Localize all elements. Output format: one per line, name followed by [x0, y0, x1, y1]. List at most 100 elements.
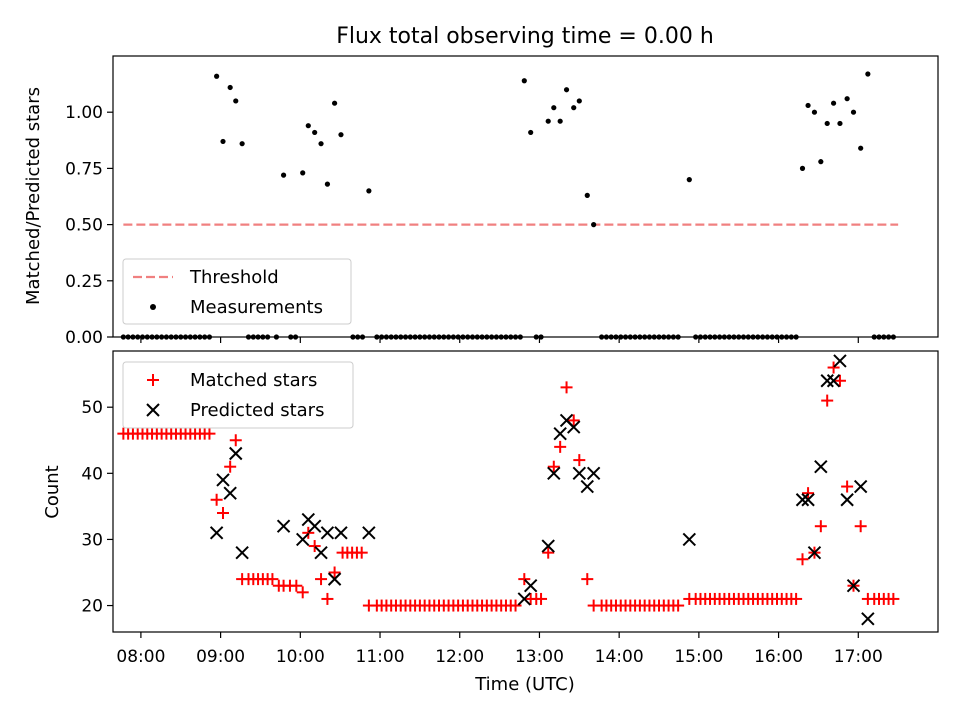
predicted-star-marker: [807, 545, 822, 560]
matched-star-marker: [821, 394, 834, 407]
predicted-star-marker: [296, 532, 310, 547]
predicted-star-marker: [223, 486, 237, 500]
predicted-star-marker: [801, 493, 815, 507]
matched-star-marker: [841, 480, 854, 493]
chart-title: Flux total observing time = 0.00 h: [336, 24, 714, 49]
measurement-point: [280, 172, 287, 178]
predicted-star-marker: [314, 545, 328, 560]
measurement-point: [233, 98, 239, 104]
matched-star-marker: [210, 493, 223, 506]
matched-star-marker: [547, 460, 560, 473]
legend-measurements-label: Measurements: [190, 297, 323, 318]
matched-star-marker: [567, 414, 580, 427]
measurement-point: [366, 188, 372, 194]
measurement-point: [865, 71, 871, 77]
ratio-y-axis-label: Matched/Predicted stars: [23, 87, 44, 305]
matched-star-marker: [518, 573, 531, 586]
measurement-point: [850, 109, 857, 115]
measurement-point: [686, 177, 692, 183]
predicted-star-marker: [572, 466, 587, 481]
predicted-stars-points: [209, 354, 875, 626]
matched-star-marker: [854, 520, 867, 533]
predicted-star-marker: [209, 526, 224, 540]
measurement-point: [584, 192, 590, 198]
ratio-plot-frame: [112, 55, 939, 338]
predicted-star-marker: [833, 354, 847, 368]
count-y-tick-label: 30: [81, 530, 103, 550]
matched-star-marker: [203, 427, 216, 440]
count-y-tick-label: 50: [81, 398, 103, 418]
measurement-point: [331, 100, 338, 106]
matched-star-marker: [833, 374, 846, 387]
predicted-star-marker: [567, 420, 581, 434]
predicted-star-marker: [580, 479, 594, 494]
matched-star-marker: [296, 586, 309, 599]
x-tick-label: 11:00: [356, 647, 405, 667]
measurement-point: [528, 129, 534, 136]
measurement-point: [799, 165, 806, 171]
ratio-panel: Flux total observing time = 0.00 h 0.00 0…: [23, 24, 939, 348]
x-tick-label: 10:00: [276, 647, 325, 667]
matched-star-marker: [827, 361, 840, 374]
predicted-star-marker: [795, 493, 810, 507]
matched-star-marker: [266, 573, 279, 586]
predicted-star-marker: [814, 459, 828, 474]
x-tick-label: 16:00: [754, 647, 803, 667]
measurement-point: [551, 105, 557, 111]
matched-star-marker: [573, 454, 586, 467]
predicted-star-marker: [846, 579, 861, 593]
matched-star-marker: [315, 573, 328, 586]
matched-star-marker: [581, 573, 594, 586]
x-tick-label: 08:00: [116, 647, 165, 667]
predicted-star-marker: [853, 479, 868, 494]
measurement-point: [220, 138, 226, 145]
matched-star-marker: [802, 487, 815, 500]
measurement-point: [563, 87, 570, 93]
predicted-star-marker: [682, 532, 697, 547]
legend-measurements-swatch: [150, 304, 156, 310]
measurement-point: [318, 141, 324, 147]
matched-star-marker: [217, 506, 229, 519]
measurement-point: [818, 159, 824, 165]
matched-star-marker: [542, 546, 555, 559]
ratio-y-tick-label: 0.50: [65, 216, 103, 236]
measurement-point: [338, 132, 344, 138]
predicted-star-marker: [276, 519, 291, 533]
count-y-tick-label: 20: [81, 597, 103, 617]
measurement-point: [545, 118, 551, 124]
count-plot-frame: [112, 350, 939, 633]
matched-star-marker: [790, 592, 803, 605]
measurement-point: [227, 84, 233, 91]
x-tick-label: 12:00: [435, 647, 484, 667]
matched-star-marker: [328, 566, 341, 579]
predicted-star-marker: [547, 466, 561, 481]
count-panel: 20 30 40 50 08:00 09:00 10:00 11:00 12:00 13:00 1…: [42, 350, 939, 695]
legend-threshold-label: Threshold: [189, 267, 279, 288]
count-y-axis-label: Count: [42, 465, 63, 518]
x-tick-label: 17:00: [834, 647, 883, 667]
matched-star-marker: [796, 553, 809, 566]
predicted-star-marker: [235, 545, 249, 560]
matched-star-marker: [321, 592, 334, 605]
matched-star-marker: [229, 434, 242, 447]
matched-star-marker: [308, 540, 321, 553]
measurement-point: [824, 120, 830, 127]
ratio-y-tick-label: 0.00: [65, 328, 103, 348]
count-y-tick-label: 40: [81, 464, 103, 484]
predicted-star-marker: [327, 572, 342, 586]
matched-stars-points: [117, 361, 900, 612]
measurement-point: [521, 78, 527, 84]
x-axis-label: Time (UTC): [474, 674, 575, 695]
matched-star-marker: [509, 599, 522, 612]
legend-matched-label: Matched stars: [190, 370, 317, 391]
predicted-star-marker: [586, 466, 601, 481]
measurement-point: [830, 100, 837, 106]
measurement-point: [239, 141, 245, 147]
measurement-point: [312, 129, 318, 136]
x-tick-label: 15:00: [674, 647, 723, 667]
predicted-star-marker: [229, 446, 243, 461]
matched-star-marker: [887, 592, 900, 605]
predicted-star-marker: [320, 526, 335, 540]
matched-star-marker: [224, 460, 237, 473]
